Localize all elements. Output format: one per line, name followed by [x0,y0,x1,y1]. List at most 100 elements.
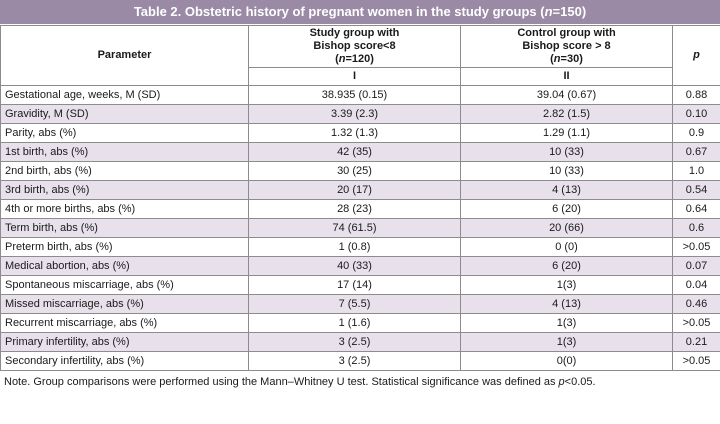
header-p-label: p [693,49,700,61]
row-p-value: 0.64 [672,199,720,219]
row-group2-value: 6 (20) [460,256,673,276]
row-parameter: Preterm birth, abs (%) [0,237,249,257]
row-group1-value: 1.32 (1.3) [248,123,461,143]
table-row: 3rd birth, abs (%) 20 (17) 4 (13) 0.54 [0,180,720,200]
row-group2-value: 2.82 (1.5) [460,104,673,124]
row-p-value: 0.10 [672,104,720,124]
row-group1-value: 40 (33) [248,256,461,276]
note-suffix: <0.05. [564,376,596,388]
row-group1-value: 1 (0.8) [248,237,461,257]
row-group2-value: 39.04 (0.67) [460,85,673,105]
table-title-prefix: Table 2. Obstetric history of pregnant w… [133,4,545,19]
table-row: Missed miscarriage, abs (%) 7 (5.5) 4 (13)… [0,294,720,314]
header-group1-line1: Study group with [309,27,400,39]
row-p-value: 0.54 [672,180,720,200]
header-group2-n-value: =30 [560,53,580,65]
table-row: Gestational age, weeks, M (SD) 38.935 (0.… [0,85,720,105]
row-group2-value: 0(0) [460,351,673,371]
header-group1-n-label: n [338,53,346,65]
table-row: Secondary infertility, abs (%) 3 (2.5) 0(0… [0,351,720,371]
row-p-value: 0.07 [672,256,720,276]
row-p-value: 0.67 [672,142,720,162]
row-p-value: 1.0 [672,161,720,181]
table-row: Preterm birth, abs (%) 1 (0.8) 0 (0) >0.05 [0,237,720,257]
row-parameter: 4th or more births, abs (%) [0,199,249,219]
row-group1-value: 74 (61.5) [248,218,461,238]
table-row: 4th or more births, abs (%) 28 (23) 6 (20)… [0,199,720,219]
row-group2-value: 20 (66) [460,218,673,238]
table-row: Parity, abs (%) 1.32 (1.3) 1.29 (1.1) 0.9 [0,123,720,143]
row-parameter: Parity, abs (%) [0,123,249,143]
row-parameter: 2nd birth, abs (%) [0,161,249,181]
row-group1-value: 38.935 (0.15) [248,85,461,105]
header-group2-n: (n=30) [550,53,583,65]
row-group1-value: 3.39 (2.3) [248,104,461,124]
row-group2-value: 4 (13) [460,180,673,200]
header-group2-roman: II [460,67,673,86]
obstetric-history-table: Parameter Study group with Bishop score<… [0,25,720,371]
header-group1: Study group with Bishop score<8 (n=120) [248,25,461,68]
row-group1-value: 28 (23) [248,199,461,219]
row-parameter: 3rd birth, abs (%) [0,180,249,200]
row-group2-value: 0 (0) [460,237,673,257]
row-p-value: >0.05 [672,351,720,371]
row-group1-value: 3 (2.5) [248,351,461,371]
row-parameter: Term birth, abs (%) [0,218,249,238]
row-p-value: 0.46 [672,294,720,314]
row-parameter: Spontaneous miscarriage, abs (%) [0,275,249,295]
note-p: p [558,376,565,388]
row-group2-value: 10 (33) [460,142,673,162]
row-group1-value: 1 (1.6) [248,313,461,333]
table-row: 1st birth, abs (%) 42 (35) 10 (33) 0.67 [0,142,720,162]
row-parameter: Gestational age, weeks, M (SD) [0,85,249,105]
table-row: 2nd birth, abs (%) 30 (25) 10 (33) 1.0 [0,161,720,181]
table-container: Table 2. Obstetric history of pregnant w… [0,0,720,389]
header-group1-n: (n=120) [335,53,374,65]
table-body: Gestational age, weeks, M (SD) 38.935 (0.… [0,85,720,371]
note-prefix: Note. Group comparisons were performed u… [4,376,559,388]
row-p-value: 0.9 [672,123,720,143]
header-group1-roman: I [248,67,461,86]
row-group1-value: 20 (17) [248,180,461,200]
row-group2-value: 1(3) [460,275,673,295]
row-parameter: Secondary infertility, abs (%) [0,351,249,371]
table-row: Spontaneous miscarriage, abs (%) 17 (14) 1… [0,275,720,295]
table-row: Medical abortion, abs (%) 40 (33) 6 (20) 0.… [0,256,720,276]
row-group2-value: 6 (20) [460,199,673,219]
header-group2-n-label: n [553,53,561,65]
row-p-value: 0.88 [672,85,720,105]
header-group2: Control group with Bishop score > 8 (n=3… [460,25,673,68]
row-parameter: Medical abortion, abs (%) [0,256,249,276]
row-group1-value: 30 (25) [248,161,461,181]
table-row: Term birth, abs (%) 74 (61.5) 20 (66) 0.6 [0,218,720,238]
row-p-value: 0.04 [672,275,720,295]
table-row: Primary infertility, abs (%) 3 (2.5) 1(3) 0… [0,332,720,352]
table-title-n: n [544,4,553,19]
row-group2-value: 1(3) [460,313,673,333]
row-group2-value: 1.29 (1.1) [460,123,673,143]
row-p-value: >0.05 [672,313,720,333]
row-group1-value: 7 (5.5) [248,294,461,314]
header-parameter: Parameter [0,25,249,86]
row-group2-value: 4 (13) [460,294,673,314]
row-parameter: 1st birth, abs (%) [0,142,249,162]
row-group2-value: 1(3) [460,332,673,352]
row-group1-value: 42 (35) [248,142,461,162]
row-group1-value: 17 (14) [248,275,461,295]
header-group1-n-value: =120 [345,53,371,65]
header-group2-line2: Bishop score > 8 [522,40,611,52]
row-parameter: Missed miscarriage, abs (%) [0,294,249,314]
row-parameter: Gravidity, M (SD) [0,104,249,124]
table-note: Note. Group comparisons were performed u… [0,371,720,389]
header-group2-line1: Control group with [517,27,616,39]
header-group1-line2: Bishop score<8 [313,40,396,52]
row-parameter: Primary infertility, abs (%) [0,332,249,352]
header-p: p [672,25,720,86]
table-row: Gravidity, M (SD) 3.39 (2.3) 2.82 (1.5) 0.1… [0,104,720,124]
row-group2-value: 10 (33) [460,161,673,181]
row-p-value: 0.21 [672,332,720,352]
row-group1-value: 3 (2.5) [248,332,461,352]
row-p-value: >0.05 [672,237,720,257]
row-parameter: Recurrent miscarriage, abs (%) [0,313,249,333]
row-p-value: 0.6 [672,218,720,238]
